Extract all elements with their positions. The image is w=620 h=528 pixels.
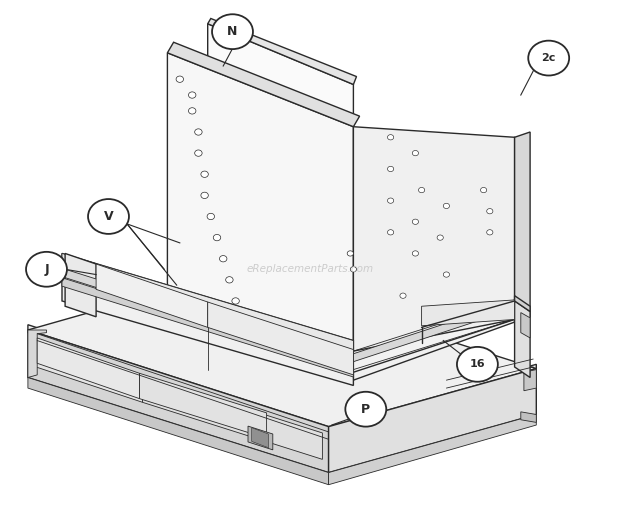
Polygon shape — [521, 313, 530, 338]
Polygon shape — [28, 325, 536, 430]
Text: V: V — [104, 210, 113, 223]
Circle shape — [345, 392, 386, 427]
Polygon shape — [28, 330, 329, 473]
Circle shape — [188, 92, 196, 98]
Circle shape — [388, 198, 394, 203]
Polygon shape — [208, 302, 353, 375]
Circle shape — [487, 209, 493, 214]
Text: eReplacementParts.com: eReplacementParts.com — [246, 265, 374, 274]
Circle shape — [437, 235, 443, 240]
Polygon shape — [515, 132, 530, 322]
Polygon shape — [62, 253, 353, 385]
Circle shape — [418, 187, 425, 193]
Polygon shape — [248, 426, 273, 450]
Polygon shape — [36, 341, 143, 402]
Polygon shape — [37, 338, 140, 399]
Circle shape — [88, 199, 129, 234]
Circle shape — [457, 347, 498, 382]
Polygon shape — [252, 428, 268, 448]
Polygon shape — [62, 253, 353, 367]
Circle shape — [232, 298, 239, 304]
Polygon shape — [28, 330, 46, 378]
Text: 2c: 2c — [541, 53, 556, 63]
Polygon shape — [422, 300, 515, 326]
Circle shape — [443, 272, 449, 277]
Polygon shape — [96, 264, 208, 327]
Circle shape — [487, 230, 493, 235]
Circle shape — [388, 135, 394, 140]
Circle shape — [213, 234, 221, 241]
Circle shape — [400, 293, 406, 298]
Polygon shape — [62, 268, 353, 369]
Circle shape — [195, 150, 202, 156]
Circle shape — [201, 192, 208, 199]
Text: J: J — [44, 263, 49, 276]
Polygon shape — [28, 272, 536, 427]
Polygon shape — [143, 376, 322, 459]
Circle shape — [226, 277, 233, 283]
Polygon shape — [521, 412, 536, 422]
Circle shape — [212, 14, 253, 49]
Polygon shape — [167, 42, 360, 127]
Circle shape — [176, 76, 184, 82]
Polygon shape — [140, 373, 267, 438]
Circle shape — [388, 230, 394, 235]
Circle shape — [443, 203, 449, 209]
Polygon shape — [353, 127, 515, 380]
Polygon shape — [62, 278, 353, 377]
Circle shape — [201, 171, 208, 177]
Circle shape — [480, 187, 487, 193]
Polygon shape — [329, 369, 536, 473]
Polygon shape — [65, 253, 96, 317]
Circle shape — [188, 108, 196, 114]
Polygon shape — [515, 301, 530, 378]
Text: N: N — [228, 25, 237, 38]
Circle shape — [388, 166, 394, 172]
Circle shape — [207, 213, 215, 220]
Polygon shape — [515, 296, 530, 312]
Polygon shape — [28, 378, 329, 485]
Circle shape — [412, 219, 418, 224]
Polygon shape — [167, 53, 353, 380]
Text: P: P — [361, 403, 370, 416]
Polygon shape — [208, 24, 353, 187]
Circle shape — [347, 251, 353, 256]
Polygon shape — [353, 301, 515, 362]
Circle shape — [412, 251, 418, 256]
Circle shape — [412, 150, 418, 156]
Polygon shape — [62, 280, 515, 372]
Polygon shape — [208, 18, 356, 84]
Circle shape — [219, 256, 227, 262]
Circle shape — [26, 252, 67, 287]
Circle shape — [431, 309, 437, 314]
Text: 16: 16 — [469, 360, 485, 369]
Circle shape — [195, 129, 202, 135]
Circle shape — [528, 41, 569, 76]
Polygon shape — [329, 414, 536, 485]
Polygon shape — [524, 370, 536, 391]
Circle shape — [350, 267, 356, 272]
